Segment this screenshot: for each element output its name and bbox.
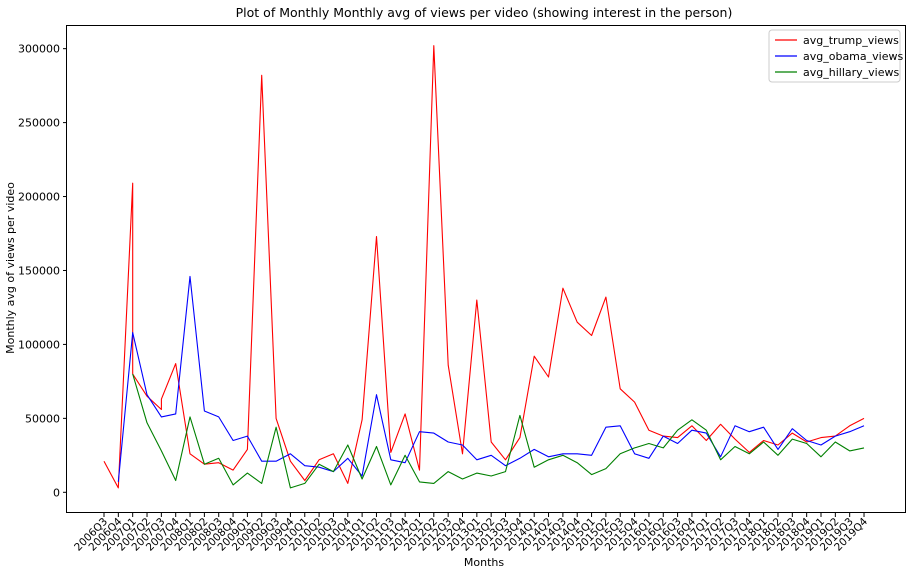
series-line-1 (117, 275, 865, 482)
x-axis: 2006Q32006Q42007Q12007Q22007Q32007Q42008… (72, 513, 870, 554)
plot-area (66, 25, 906, 513)
y-tick-label: 200000 (18, 191, 60, 204)
series-line-2 (132, 373, 865, 489)
y-tick-label: 150000 (18, 264, 60, 277)
legend-box (768, 29, 901, 83)
chart-title: Plot of Monthly Monthly avg of views per… (236, 5, 733, 20)
y-axis: 0 50000 100000 150000 200000 250000 300000 (18, 43, 67, 499)
series-line-0 (103, 45, 865, 489)
legend-label-0: avg_trump_views (803, 34, 899, 47)
y-tick-label: 300000 (18, 43, 60, 56)
y-tick-label: 100000 (18, 338, 60, 351)
legend-label-2: avg_hillary_views (803, 66, 899, 79)
series-lines (103, 45, 865, 489)
x-axis-label: Months (464, 556, 504, 569)
y-tick-label: 250000 (18, 117, 60, 130)
y-axis-label: Monthly avg of views per video (4, 182, 17, 354)
y-tick-label: 0 (53, 486, 60, 499)
y-tick-label: 50000 (25, 412, 60, 425)
legend-label-1: avg_obama_views (803, 50, 903, 63)
legend: avg_trump_views avg_obama_views avg_hillar… (768, 29, 903, 83)
